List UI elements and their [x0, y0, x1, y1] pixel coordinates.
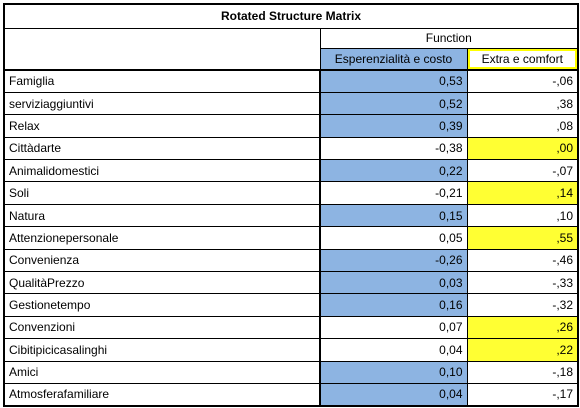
row-label: Convenzioni — [3, 315, 321, 340]
row-label: Cittàdarte — [3, 136, 321, 161]
table-row: Famiglia 0,53 -,06 — [3, 69, 579, 93]
table-row: Animalidomestici 0,22 -,07 — [3, 159, 579, 183]
cell-extra: -,46 — [466, 248, 579, 273]
table-row: Convenienza -0,26 -,46 — [3, 248, 579, 273]
cell-extra: ,38 — [466, 91, 579, 116]
row-label: Convenienza — [3, 248, 321, 273]
cell-extra: ,14 — [466, 181, 579, 205]
cell-extra: ,55 — [466, 226, 579, 250]
cell-extra: -,32 — [466, 293, 579, 317]
table-row: Cibitipicicasalinghi 0,04,22 — [3, 338, 579, 362]
cell-extra: -,33 — [466, 271, 579, 295]
column-header-esperenzialita: Esperenzialità e costo — [319, 47, 468, 71]
cell-esperenzialita: -0,38 — [319, 136, 468, 161]
cell-esperenzialita: 0,04 — [319, 338, 468, 362]
table-row: Atmosferafamiliare 0,04 -,17 — [3, 382, 579, 407]
table-row: Gestionetempo 0,16 -,32 — [3, 293, 579, 317]
cell-esperenzialita: 0,39 — [319, 114, 468, 138]
cell-esperenzialita: 0,04 — [319, 382, 468, 407]
cell-extra: ,22 — [466, 338, 579, 362]
matrix-body: Famiglia 0,53 -,06 serviziaggiuntivi 0,52,38… — [3, 69, 579, 407]
row-label: Gestionetempo — [3, 293, 321, 317]
cell-extra: ,08 — [466, 114, 579, 138]
table-row: Cittàdarte -0,38,00 — [3, 136, 579, 161]
table-row: serviziaggiuntivi 0,52,38 — [3, 91, 579, 116]
column-header-row: Esperenzialità e costo Extra e comfort — [4, 47, 579, 71]
cell-esperenzialita: 0,07 — [319, 315, 468, 340]
cell-extra: ,00 — [466, 136, 579, 161]
row-label: serviziaggiuntivi — [3, 91, 321, 116]
structure-matrix-table: Rotated Structure Matrix Function Espere… — [3, 3, 580, 407]
row-label: Amici — [3, 360, 321, 384]
cell-extra: -,18 — [466, 360, 579, 384]
function-header: Function — [319, 27, 579, 49]
cell-esperenzialita: 0,16 — [319, 293, 468, 317]
table-row: Soli -0,21,14 — [3, 181, 579, 205]
table-row: QualitàPrezzo 0,03 -,33 — [3, 271, 579, 295]
cell-extra: -,06 — [466, 69, 579, 93]
cell-esperenzialita: 0,10 — [319, 360, 468, 384]
cell-esperenzialita: 0,53 — [319, 69, 468, 93]
row-label: Attenzionepersonale — [3, 226, 321, 250]
corner-cell — [3, 27, 321, 71]
cell-extra: ,26 — [466, 315, 579, 340]
row-label: Atmosferafamiliare — [3, 382, 321, 407]
title-row: Rotated Structure Matrix — [3, 3, 579, 29]
function-header-row: Function — [3, 27, 579, 71]
table-row: Convenzioni 0,07,26 — [3, 315, 579, 340]
table-row: Natura 0,15,10 — [3, 203, 579, 228]
cell-esperenzialita: 0,03 — [319, 271, 468, 295]
cell-esperenzialita: -0,26 — [319, 248, 468, 273]
cell-extra: -,07 — [466, 159, 579, 183]
cell-extra: -,17 — [466, 382, 579, 407]
row-label: Natura — [3, 203, 321, 228]
row-label: Relax — [3, 114, 321, 138]
column-header-extra: Extra e comfort — [466, 47, 579, 71]
row-label: Animalidomestici — [3, 159, 321, 183]
row-label: Cibitipicicasalinghi — [3, 338, 321, 362]
table-row: Attenzionepersonale 0,05,55 — [3, 226, 579, 250]
cell-extra: ,10 — [466, 203, 579, 228]
cell-esperenzialita: 0,15 — [319, 203, 468, 228]
cell-esperenzialita: 0,05 — [319, 226, 468, 250]
table-title: Rotated Structure Matrix — [3, 3, 579, 29]
row-label: QualitàPrezzo — [3, 271, 321, 295]
table-row: Relax 0,39,08 — [3, 114, 579, 138]
cell-esperenzialita: -0,21 — [319, 181, 468, 205]
cell-esperenzialita: 0,22 — [319, 159, 468, 183]
row-label: Soli — [3, 181, 321, 205]
cell-esperenzialita: 0,52 — [319, 91, 468, 116]
row-label: Famiglia — [3, 69, 321, 93]
table-row: Amici 0,10 -,18 — [3, 360, 579, 384]
